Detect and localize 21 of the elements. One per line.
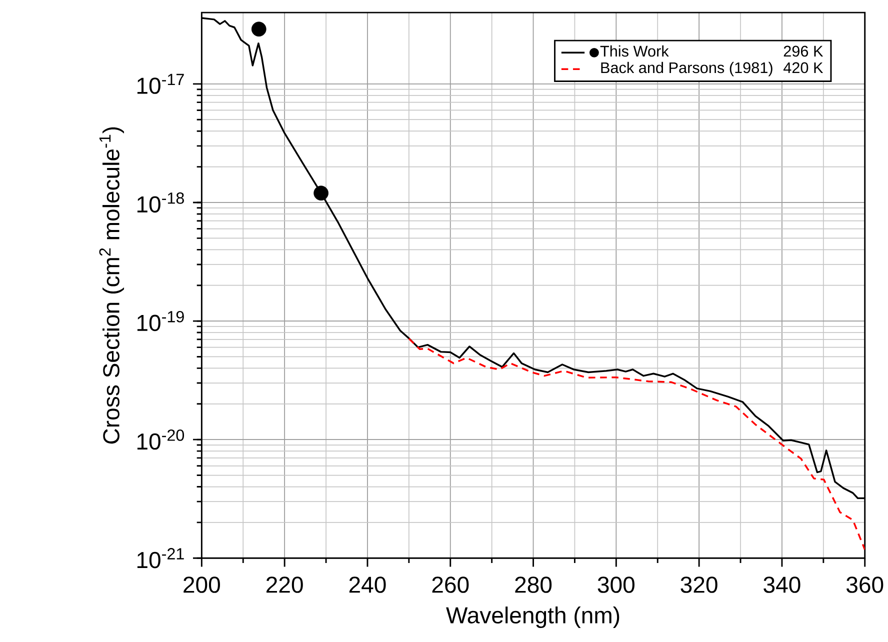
y-axis-title: Cross Section (cm$^{2}$ molecule$^{-1}$) xyxy=(99,127,124,444)
x-tick-label: 340 xyxy=(764,576,800,593)
legend-label: Back and Parsons (1981) xyxy=(601,62,772,76)
legend-label: This Work xyxy=(600,45,669,57)
y-tick-label: 10$^{-19}$ xyxy=(137,310,184,332)
x-tick-label: 360 xyxy=(846,576,884,593)
y-tick-label: 10$^{-21}$ xyxy=(137,548,184,568)
x-tick-label: 200 xyxy=(184,576,220,593)
x-tick-label: 300 xyxy=(598,576,634,593)
y-tick-label: 10$^{-18}$ xyxy=(137,192,184,213)
x-tick-label: 220 xyxy=(266,576,303,593)
x-tick-label: 320 xyxy=(680,576,718,593)
annotation: 296 K xyxy=(784,46,824,57)
line-series xyxy=(408,338,865,551)
x-axis-title: Wavelength (nm) xyxy=(446,606,620,628)
y-tick-label: 10$^{-17}$ xyxy=(137,74,184,94)
x-tick-label: 240 xyxy=(349,576,386,593)
y-tick-label: 10$^{-20}$ xyxy=(137,430,184,450)
x-tick-label: 260 xyxy=(432,576,469,593)
annotation: 420 K xyxy=(783,62,824,74)
x-tick-label: 280 xyxy=(515,576,552,593)
